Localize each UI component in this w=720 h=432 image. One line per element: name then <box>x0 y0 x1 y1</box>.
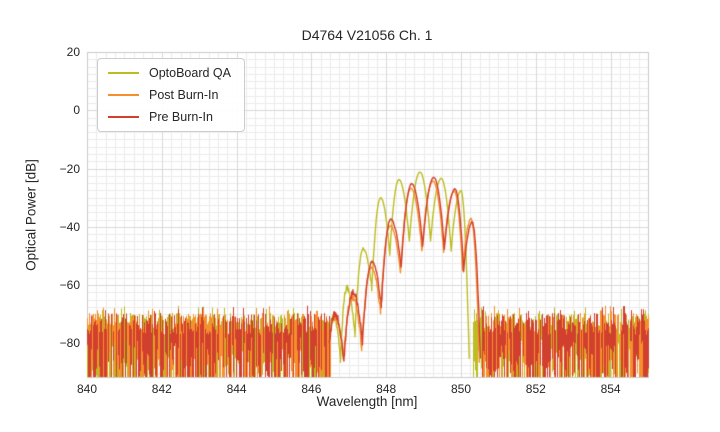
y-axis-label: Optical Power [dB] <box>23 159 39 271</box>
y-tick-label: −80 <box>59 336 80 351</box>
legend-item: Post Burn-In <box>108 87 234 103</box>
x-tick-label: 852 <box>525 382 546 396</box>
legend-line-sample-icon <box>108 116 139 118</box>
x-tick-label: 854 <box>600 382 621 396</box>
legend-label: OptoBoard QA <box>149 66 231 80</box>
x-tick-label: 846 <box>301 382 322 396</box>
legend-item: Pre Burn-In <box>108 109 234 125</box>
legend-line-sample-icon <box>108 72 139 74</box>
x-tick-label: 842 <box>151 382 172 396</box>
legend: OptoBoard QA Post Burn-In Pre Burn-In <box>97 58 245 132</box>
y-tick-label: −20 <box>59 161 80 176</box>
chart-title: D4764 V21056 Ch. 1 <box>301 27 433 43</box>
x-tick-label: 850 <box>450 382 472 396</box>
y-tick-label: 0 <box>73 103 80 118</box>
legend-item: OptoBoard QA <box>108 65 234 81</box>
y-tick-label: 20 <box>66 45 80 59</box>
legend-line-sample-icon <box>108 94 139 96</box>
y-tick-label: −40 <box>59 219 80 234</box>
legend-label: Pre Burn-In <box>149 110 213 124</box>
x-axis-label: Wavelength [nm] <box>316 394 418 409</box>
legend-label: Post Burn-In <box>149 88 219 102</box>
x-tick-label: 848 <box>376 382 397 396</box>
x-tick-label: 840 <box>76 382 98 396</box>
x-tick-label: 844 <box>226 382 247 396</box>
y-tick-label: −60 <box>59 278 80 293</box>
